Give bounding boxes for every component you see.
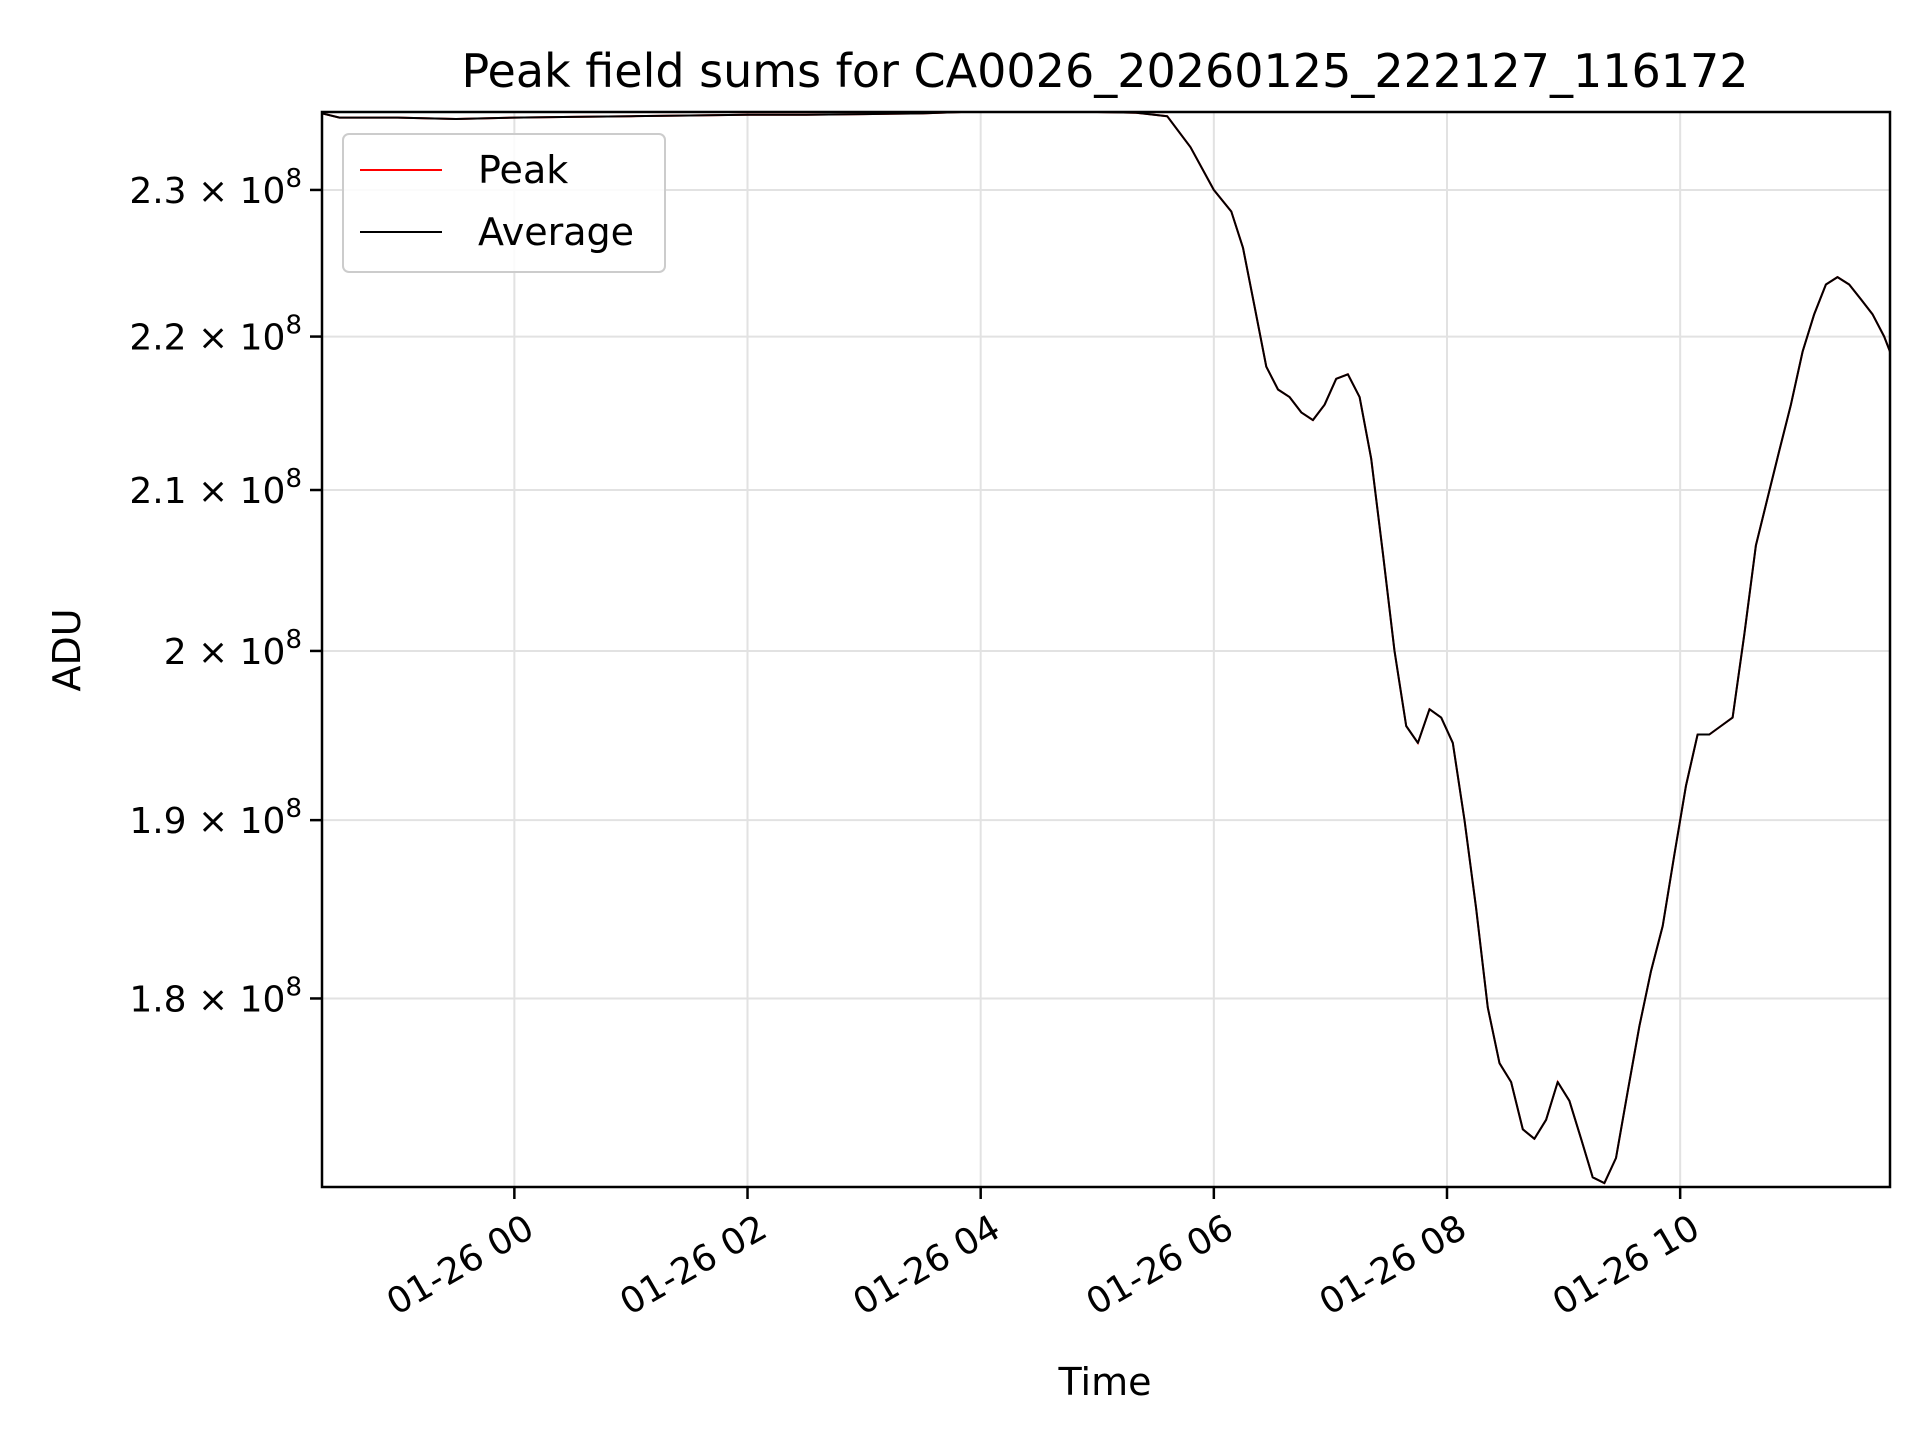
y-tick-label: 1.8 × 108 bbox=[129, 972, 302, 1020]
legend: Peak Average bbox=[342, 133, 666, 273]
grid-lines bbox=[322, 112, 1890, 1187]
y-tick-label: 2.2 × 108 bbox=[129, 311, 302, 359]
series-group bbox=[322, 112, 1890, 1185]
y-tick-label: 2.1 × 108 bbox=[129, 464, 302, 512]
y-axis-label: ADU bbox=[45, 608, 89, 691]
legend-label-peak: Peak bbox=[478, 148, 568, 192]
y-tick-label: 2.3 × 108 bbox=[129, 164, 302, 212]
x-axis-label: Time bbox=[1058, 1360, 1152, 1404]
y-axis-ticks: 1.8 × 108 1.9 × 108 2 × 108 2.1 × 108 2.2 × … bbox=[129, 164, 322, 1020]
series-layer bbox=[322, 112, 1890, 1185]
legend-label-average: Average bbox=[478, 210, 634, 254]
series-line-average bbox=[322, 112, 1890, 1185]
y-tick-label: 1.9 × 108 bbox=[129, 794, 302, 842]
plot-frame bbox=[320, 110, 1892, 1189]
chart-title: Peak field sums for CA0026_20260125_2221… bbox=[461, 44, 1748, 98]
y-tick-label: 2 × 108 bbox=[164, 625, 302, 673]
legend-box bbox=[342, 133, 666, 273]
